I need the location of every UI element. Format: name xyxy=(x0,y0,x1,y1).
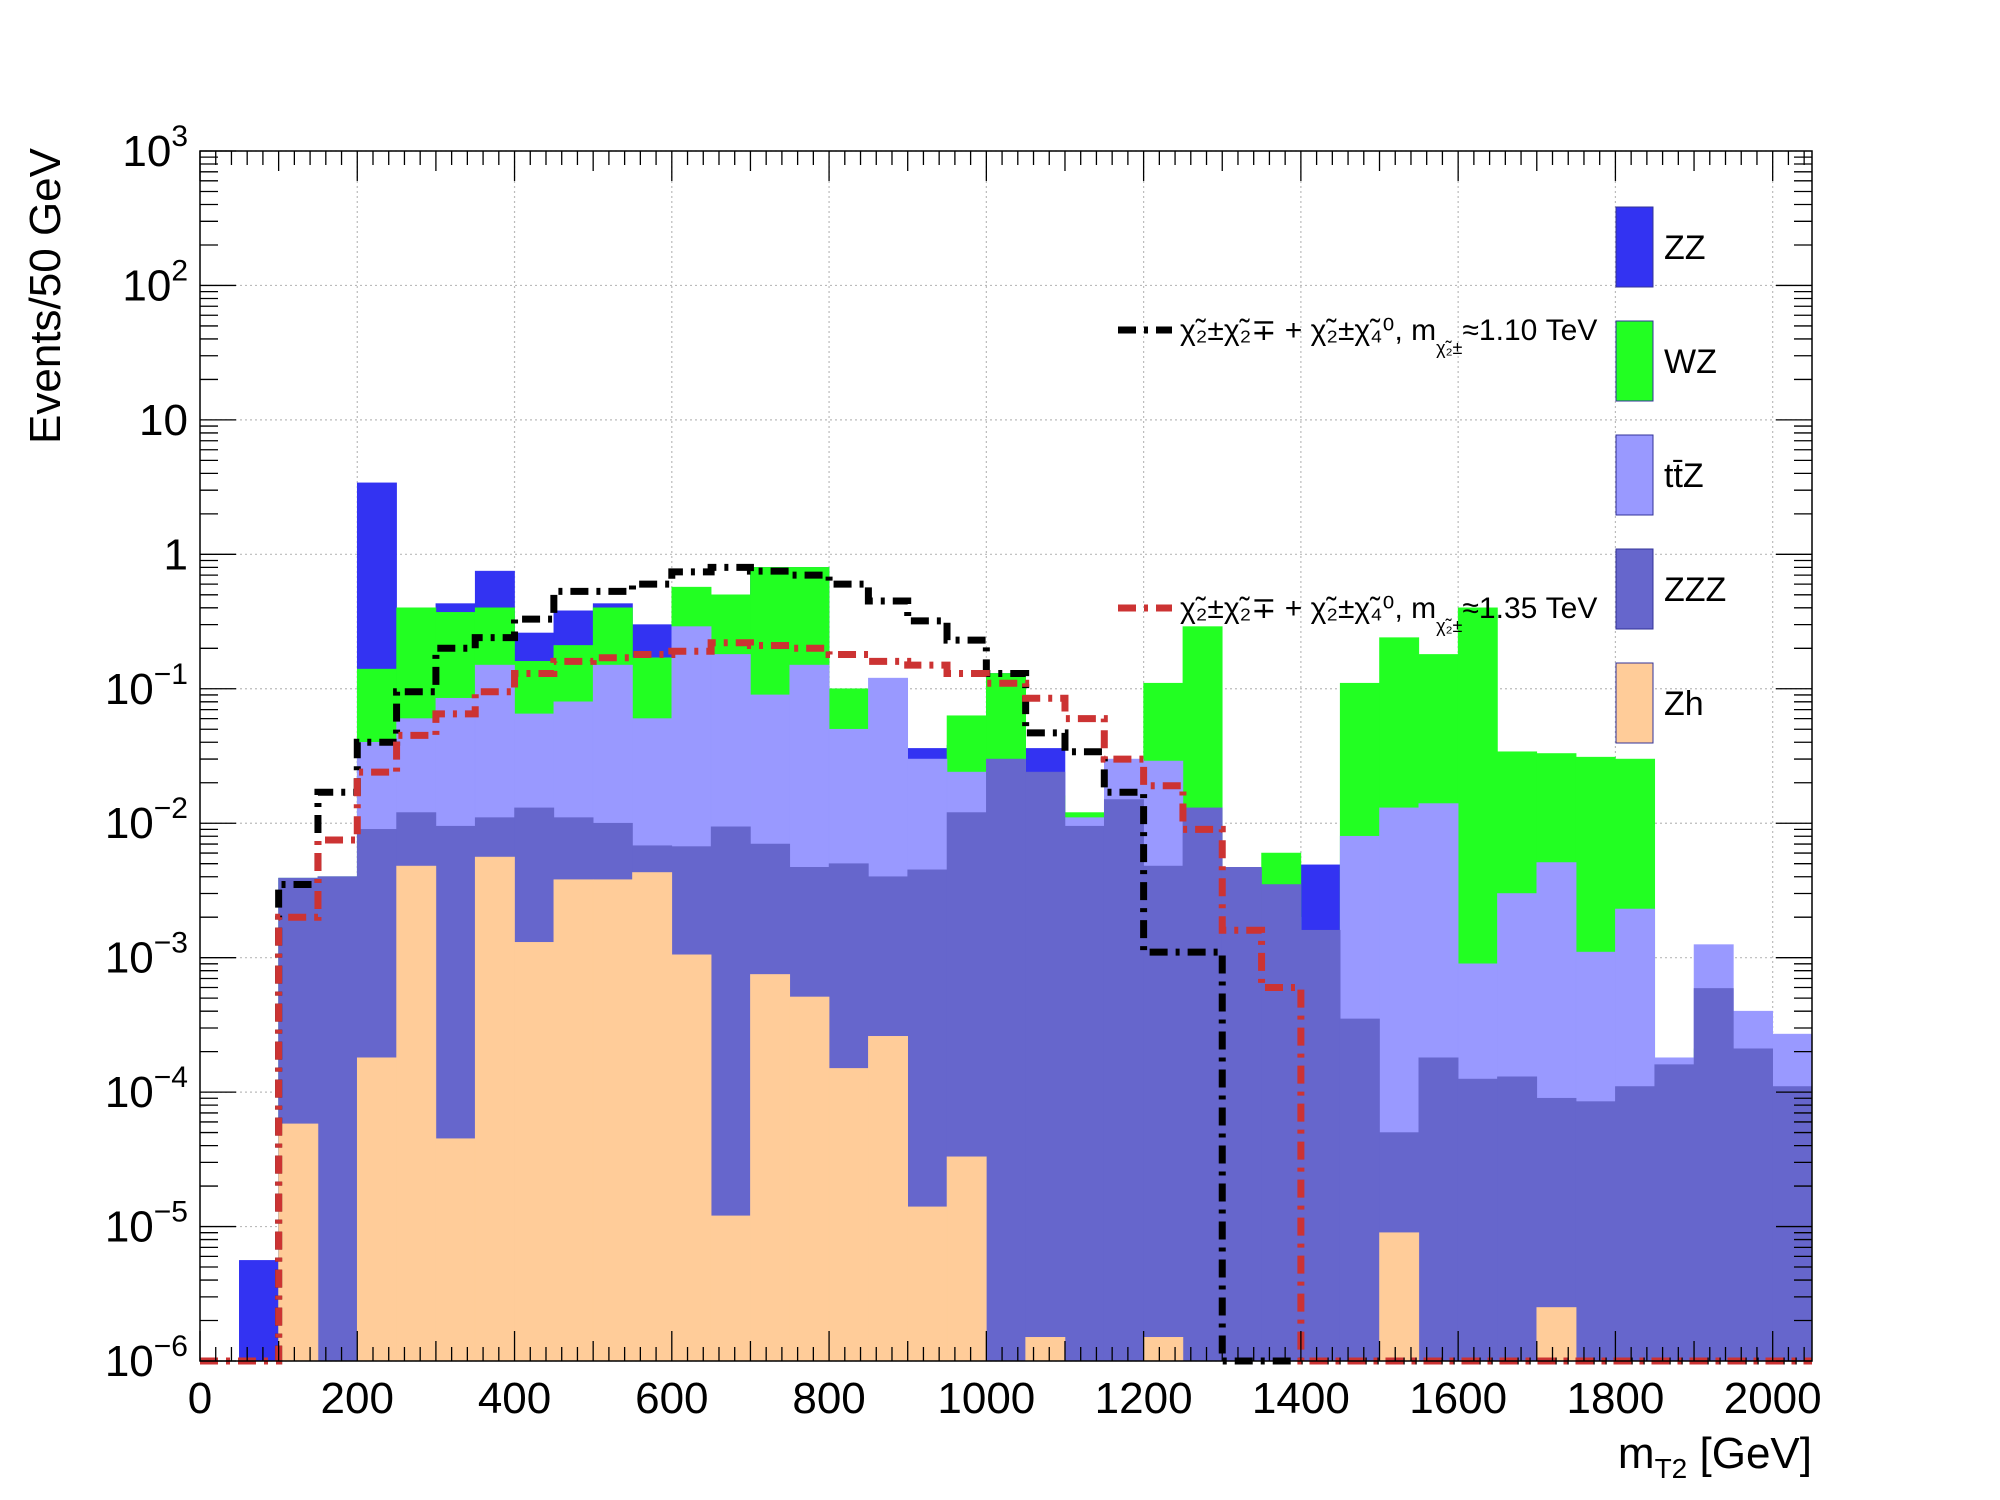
bar-zzz xyxy=(1457,1078,1498,1362)
x-tick-label: 1400 xyxy=(1252,1374,1350,1423)
signal-legend-label: χ̃₂±χ̃₂∓ + χ̃₂±χ̃₄⁰, mχ̃₂±≈1.35 TeV xyxy=(1180,592,1597,636)
bar-zzz xyxy=(1025,771,1066,1362)
x-axis-label: mT2 [GeV] xyxy=(1618,1429,1812,1484)
bar-zh xyxy=(592,879,633,1362)
bar-zzz xyxy=(1103,799,1144,1362)
legend-swatch xyxy=(1615,434,1654,516)
bar-zh xyxy=(1379,1232,1420,1362)
y-axis-label: Events/50 GeV xyxy=(21,147,70,444)
bar-zzz xyxy=(1143,865,1184,1362)
y-tick-label: 10−3 xyxy=(105,927,188,983)
legend-label: tt̄Z xyxy=(1664,457,1704,495)
stack-zh xyxy=(278,856,1577,1362)
bar-zh xyxy=(278,1123,319,1362)
bar-zzz xyxy=(1064,825,1105,1362)
legend-swatch xyxy=(1615,320,1654,402)
legend-label: WZ xyxy=(1664,343,1717,381)
bar-zzz xyxy=(1182,807,1223,1362)
bar-zzz xyxy=(1733,1048,1773,1362)
bar-zzz xyxy=(317,876,358,1362)
y-tick-label: 10−6 xyxy=(105,1330,188,1386)
bar-zzz xyxy=(1575,1101,1616,1362)
x-tick-label: 1800 xyxy=(1566,1374,1664,1423)
bar-zh xyxy=(946,1156,987,1362)
legend-swatch xyxy=(1615,662,1654,744)
bar-zzz xyxy=(1615,1086,1656,1362)
x-tick-label: 1000 xyxy=(937,1374,1035,1423)
bar-zh xyxy=(1025,1337,1066,1362)
bar-zzz xyxy=(1772,1086,1813,1362)
bar-zh xyxy=(868,1036,909,1362)
y-tick-label: 1 xyxy=(164,530,188,579)
bar-zh xyxy=(828,1068,869,1362)
bar-zh xyxy=(553,879,594,1362)
bar-zzz xyxy=(1261,884,1302,1362)
bar-zh xyxy=(632,872,673,1362)
legend-swatch xyxy=(1615,206,1654,288)
signal-legend-entry-2: χ̃₂±χ̃₂∓ + χ̃₂±χ̃₄⁰, mχ̃₂±≈1.35 TeV xyxy=(1118,592,1597,636)
bar-zzz xyxy=(1221,867,1262,1362)
bar-zh xyxy=(789,996,830,1362)
bar-zzz xyxy=(1497,1076,1538,1362)
y-tick-label: 10−4 xyxy=(105,1061,188,1117)
bar-zh xyxy=(474,856,515,1362)
legend: ZZ WZ tt̄Z ZZZ Zh xyxy=(1615,206,1726,744)
x-tick-label: 600 xyxy=(635,1374,708,1423)
bar-zzz xyxy=(1654,1064,1695,1362)
bar-zh xyxy=(435,1138,476,1362)
x-tick-label: 200 xyxy=(321,1374,394,1423)
legend-entry-zzz: ZZZ xyxy=(1615,548,1726,630)
y-tick-labels: 10−6 10−5 10−4 10−3 10−2 10−1 1 10 102 103 xyxy=(105,120,188,1386)
legend-label: Zh xyxy=(1664,685,1704,723)
bar-zh xyxy=(514,942,555,1362)
legend-entry-ttz: tt̄Z xyxy=(1615,434,1704,516)
bar-zzz xyxy=(1418,1057,1459,1362)
legend-label: ZZZ xyxy=(1664,571,1726,609)
x-tick-label: 2000 xyxy=(1724,1374,1822,1423)
y-tick-label: 10 xyxy=(139,396,188,445)
bar-zz xyxy=(239,1260,279,1362)
legend-swatch xyxy=(1615,548,1654,630)
x-tick-labels: 0 200 400 600 800 1000 1200 1400 1600 1800 2000 xyxy=(188,1374,1822,1423)
y-tick-label: 103 xyxy=(122,120,188,176)
bar-zh xyxy=(750,974,791,1362)
signal-line-2 xyxy=(200,639,1812,1365)
y-tick-label: 10−5 xyxy=(105,1196,188,1252)
bar-zh xyxy=(1143,1337,1184,1362)
y-tick-label: 10−1 xyxy=(105,658,188,714)
signal-legend-label: χ̃₂±χ̃₂∓ + χ̃₂±χ̃₄⁰, mχ̃₂±≈1.10 TeV xyxy=(1180,314,1597,358)
bar-zh xyxy=(710,1215,751,1362)
bar-zzz xyxy=(1300,929,1341,1362)
bar-zzz xyxy=(986,758,1026,1362)
y-tick-label: 102 xyxy=(122,254,188,310)
signal-legend-entry-1: χ̃₂±χ̃₂∓ + χ̃₂±χ̃₄⁰, mχ̃₂±≈1.10 TeV xyxy=(1118,314,1597,358)
x-tick-label: 800 xyxy=(792,1374,865,1423)
bar-zzz xyxy=(1339,1018,1380,1362)
legend-entry-zz: ZZ xyxy=(1615,206,1706,288)
x-tick-label: 400 xyxy=(478,1374,551,1423)
plot-frame xyxy=(199,150,1813,1362)
y-tick-label: 10−2 xyxy=(105,792,188,848)
signal-legend: χ̃₂±χ̃₂∓ + χ̃₂±χ̃₄⁰, mχ̃₂±≈1.10 TeV χ̃₂±χ… xyxy=(1118,314,1597,636)
x-tick-label: 0 xyxy=(188,1374,212,1423)
x-tick-label: 1200 xyxy=(1095,1374,1193,1423)
bar-zh xyxy=(396,865,437,1362)
legend-entry-zh: Zh xyxy=(1615,662,1704,744)
bar-zh xyxy=(1536,1307,1577,1362)
bar-zzz xyxy=(1693,988,1734,1362)
x-tick-label: 1600 xyxy=(1409,1374,1507,1423)
bar-zh xyxy=(907,1206,948,1362)
legend-entry-wz: WZ xyxy=(1615,320,1717,402)
legend-label: ZZ xyxy=(1664,229,1706,267)
axis-ticks xyxy=(199,150,1812,1362)
bar-zh xyxy=(356,1057,397,1362)
bar-zh xyxy=(671,954,712,1362)
